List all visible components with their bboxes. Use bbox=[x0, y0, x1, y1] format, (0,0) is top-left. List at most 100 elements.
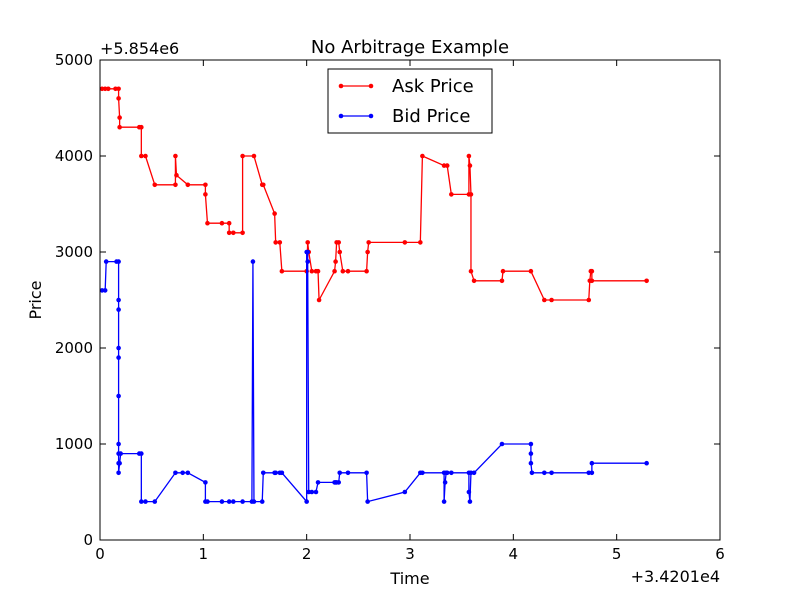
series-bid-point bbox=[205, 499, 210, 504]
series-ask-point bbox=[444, 163, 450, 168]
series-bid-point bbox=[279, 470, 285, 476]
y-tick-label: 5000 bbox=[55, 51, 93, 69]
series-ask-point bbox=[219, 220, 225, 226]
series-ask-point bbox=[337, 249, 343, 255]
series-ask-point bbox=[251, 153, 257, 159]
series-ask-point bbox=[185, 182, 191, 188]
series-bid-point bbox=[251, 499, 257, 504]
series-bid-point bbox=[226, 499, 232, 504]
series-bid-point bbox=[260, 470, 266, 476]
series-ask-point bbox=[333, 259, 338, 264]
series-ask-point bbox=[205, 220, 210, 226]
series-bid-point bbox=[116, 307, 121, 312]
series-ask-point bbox=[366, 240, 371, 245]
x-tick-label: 5 bbox=[612, 545, 622, 563]
series-bid-point bbox=[444, 470, 450, 476]
series-ask-point bbox=[139, 124, 144, 130]
series-ask-point bbox=[466, 153, 472, 159]
series-bid-point bbox=[240, 499, 245, 504]
series-ask-point bbox=[143, 153, 148, 159]
series-bid-point bbox=[118, 451, 123, 456]
series-bid-point bbox=[529, 470, 535, 476]
series-ask-point bbox=[240, 230, 245, 236]
series-ask-point bbox=[226, 230, 232, 236]
tick-layer: 0 1 2 3 4 5 6 0 1000 2000 3000 4000 5000 bbox=[55, 51, 725, 563]
series-bid-point bbox=[304, 499, 309, 504]
series-ask-point bbox=[336, 240, 342, 245]
legend-ask-marker bbox=[338, 83, 344, 89]
series-ask-point bbox=[340, 268, 346, 274]
series-bid-point bbox=[315, 480, 321, 485]
series-bid-point bbox=[549, 470, 554, 476]
series-ask-point bbox=[589, 278, 595, 284]
series-ask-point bbox=[364, 268, 369, 274]
series-bid-point bbox=[139, 451, 144, 456]
plot-frame bbox=[99, 59, 721, 541]
series-ask-point bbox=[586, 297, 592, 303]
series-ask-point bbox=[467, 163, 473, 168]
series-bid-point bbox=[528, 451, 534, 456]
series-ask-point bbox=[117, 124, 122, 130]
series-bid-point bbox=[173, 470, 178, 476]
series-ask-point bbox=[226, 220, 232, 226]
series-bid-point bbox=[442, 480, 448, 485]
series-bid-point bbox=[116, 441, 121, 447]
series-bid-point bbox=[116, 470, 121, 476]
series-ask-point bbox=[542, 297, 547, 303]
series-ask bbox=[99, 86, 649, 303]
series-ask-point bbox=[116, 96, 121, 101]
y-tick-label: 0 bbox=[83, 531, 93, 549]
series-ask-point bbox=[260, 182, 266, 188]
chart-title: No Arbitrage Example bbox=[311, 37, 509, 58]
series-ask-point bbox=[240, 153, 245, 159]
series-ask-point bbox=[272, 211, 277, 216]
series-bid-point bbox=[259, 499, 265, 504]
series-bid-point bbox=[116, 259, 121, 264]
series-ask-point bbox=[309, 268, 315, 274]
series-ask-point bbox=[203, 182, 208, 188]
x-tick-label: 4 bbox=[509, 545, 519, 563]
y-axis-label: Price bbox=[26, 280, 45, 319]
series-bid bbox=[99, 249, 649, 504]
series-ask-point bbox=[500, 268, 506, 274]
x-tick-label: 0 bbox=[95, 545, 105, 563]
series-bid-point bbox=[364, 470, 369, 476]
series-ask-point bbox=[316, 297, 322, 303]
series-ask-point bbox=[117, 115, 122, 120]
series-ask-point bbox=[420, 153, 425, 159]
series-bid-point bbox=[365, 499, 370, 504]
series-bid-point bbox=[116, 345, 121, 351]
x-tick-label: 3 bbox=[405, 545, 415, 563]
series-ask-point bbox=[315, 268, 321, 274]
y-tick-label: 2000 bbox=[55, 339, 93, 357]
series-bid-point bbox=[542, 470, 547, 476]
series-bid-point bbox=[305, 259, 311, 264]
legend: Ask Price Bid Price bbox=[327, 68, 493, 134]
series-bid-point bbox=[471, 470, 477, 476]
series-ask-point bbox=[273, 240, 278, 245]
series-bid-point bbox=[103, 259, 109, 264]
series-ask-point bbox=[203, 192, 208, 197]
x-axis-label: Time bbox=[389, 569, 429, 588]
series-bid-point bbox=[116, 297, 121, 303]
series-ask-point bbox=[402, 240, 408, 245]
x-tick-label: 1 bbox=[199, 545, 209, 563]
series-ask-point bbox=[468, 192, 474, 197]
series-bid-point bbox=[449, 470, 454, 476]
series-ask-point bbox=[105, 86, 111, 92]
series-bid-point bbox=[116, 393, 121, 399]
legend-entry-ask: Ask Price bbox=[338, 76, 474, 97]
legend-entry-bid: Bid Price bbox=[338, 106, 470, 127]
series-bid-point bbox=[589, 470, 595, 476]
legend-bid-marker bbox=[338, 113, 344, 119]
series-bid-point bbox=[231, 499, 236, 504]
series-bid-point bbox=[185, 470, 191, 476]
series-bid-point bbox=[467, 499, 473, 504]
series-ask-point bbox=[499, 278, 505, 284]
y-tick-label: 4000 bbox=[55, 147, 93, 165]
series-bid-point bbox=[337, 470, 343, 476]
series-bid-point bbox=[180, 470, 185, 476]
series-bid-point bbox=[203, 480, 208, 485]
series-bid-point bbox=[273, 470, 278, 476]
